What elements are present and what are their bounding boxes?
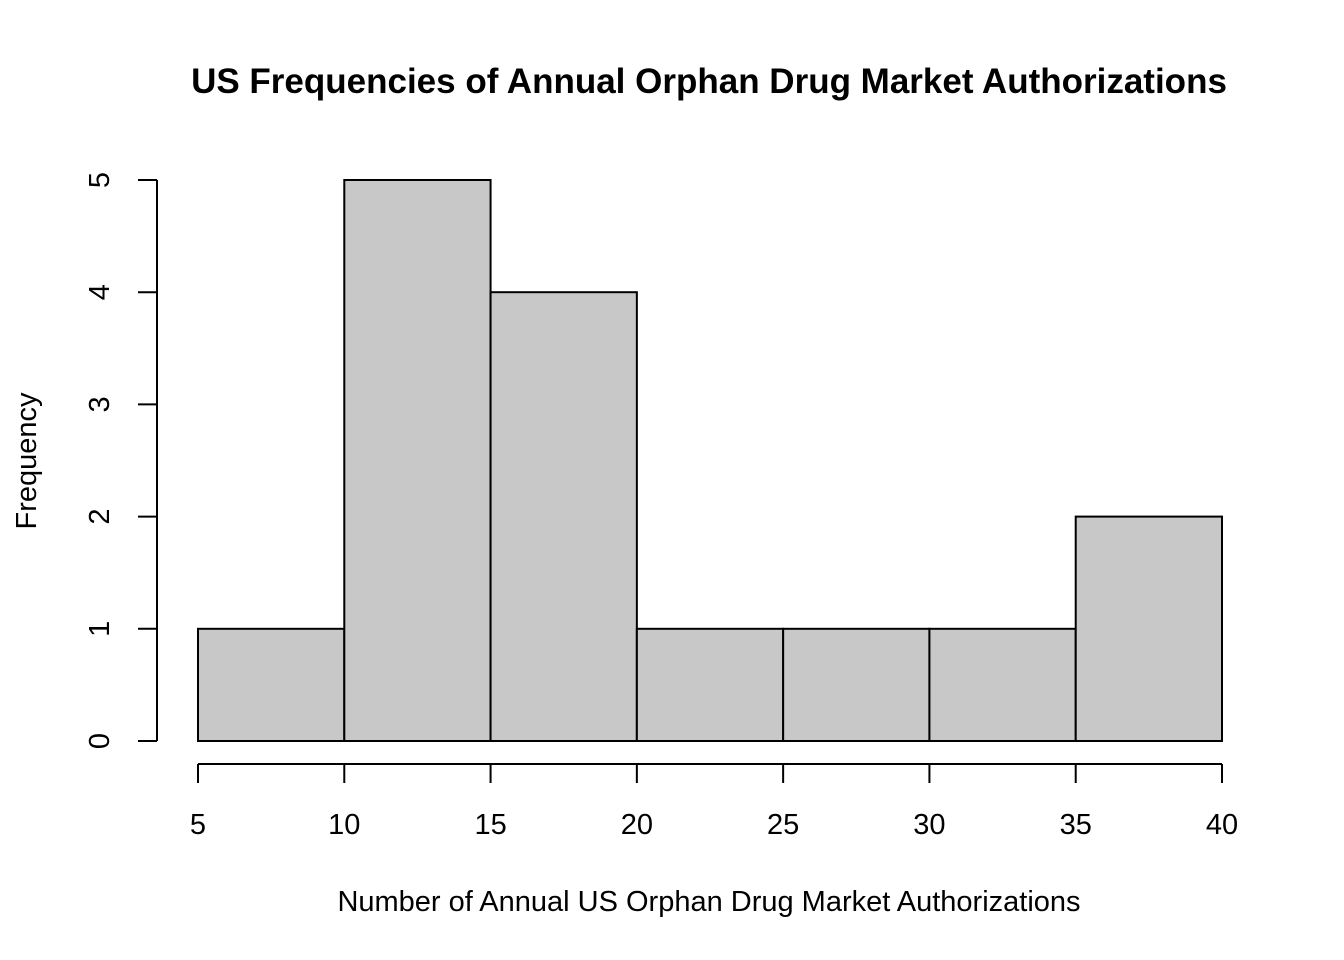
x-tick-label-35: 35 <box>1060 809 1092 841</box>
histogram-bar-35-40 <box>1074 515 1223 742</box>
histogram-bar-10-15 <box>343 179 492 742</box>
x-tick-label-30: 30 <box>913 809 945 841</box>
y-tick-label-0: 0 <box>84 733 116 749</box>
histogram-bar-5-10 <box>197 627 346 742</box>
histogram-bar-15-20 <box>489 291 638 742</box>
y-tick-label-2: 2 <box>84 509 116 525</box>
chart-title: US Frequencies of Annual Orphan Drug Mar… <box>191 62 1227 101</box>
y-axis: 0 1 2 3 4 5 <box>84 172 158 749</box>
bars-group <box>197 179 1223 742</box>
x-tick-label-25: 25 <box>767 809 799 841</box>
x-tick-label-40: 40 <box>1206 809 1238 841</box>
histogram-bar-25-30 <box>782 627 931 742</box>
histogram-bar-30-35 <box>928 627 1077 742</box>
y-tick-label-1: 1 <box>84 621 116 637</box>
y-tick-label-3: 3 <box>84 396 116 412</box>
y-axis-label: Frequency <box>11 392 43 530</box>
x-tick-label-10: 10 <box>328 809 360 841</box>
x-axis: 5 10 15 20 25 30 35 40 <box>190 763 1238 841</box>
x-tick-label-5: 5 <box>190 809 206 841</box>
histogram-bar-20-25 <box>635 627 785 742</box>
x-axis-label: Number of Annual US Orphan Drug Market A… <box>337 886 1080 918</box>
x-tick-label-20: 20 <box>621 809 653 841</box>
y-tick-label-5: 5 <box>84 172 116 188</box>
y-tick-label-4: 4 <box>84 284 116 300</box>
x-tick-label-15: 15 <box>474 809 506 841</box>
